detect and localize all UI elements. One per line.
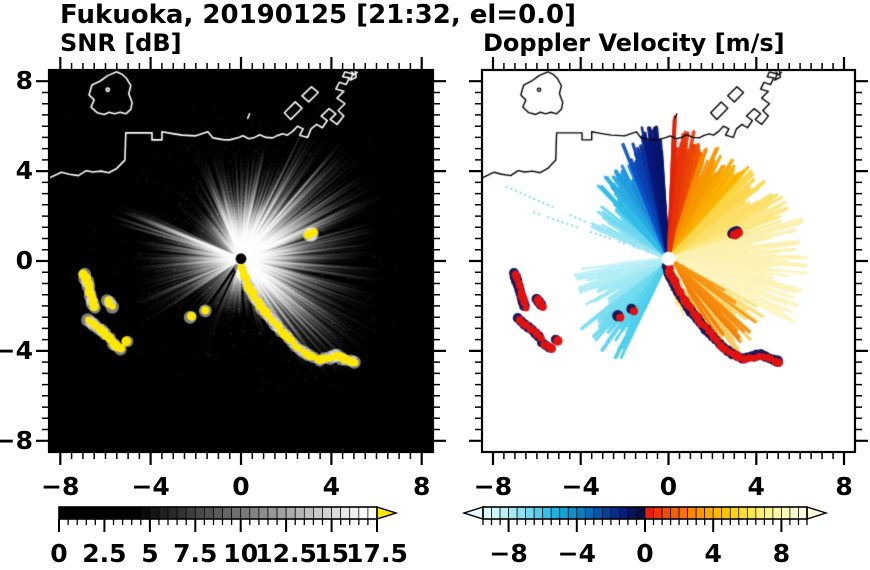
colorbar-tick-label: 0 <box>50 539 67 568</box>
colorbar-overflow-arrow <box>376 506 399 520</box>
velocity-panel-title: Doppler Velocity [m/s] <box>483 29 785 57</box>
velocity-axes-frame <box>469 57 868 465</box>
x-tick-label: −4 <box>131 472 170 501</box>
colorbar-overflow-arrow <box>806 506 829 520</box>
y-tick-label: 8 <box>15 66 33 96</box>
snr-axes-frame <box>36 57 446 465</box>
plot-frame <box>480 68 857 454</box>
colorbar-tick-label: 5 <box>141 539 158 568</box>
x-tick-label: 0 <box>659 472 678 501</box>
x-tick-label: 0 <box>232 472 250 501</box>
colorbar-tick-label: 15 <box>314 539 349 568</box>
x-tick-label: 4 <box>747 472 765 501</box>
colorbar-tick-label: 17.5 <box>346 539 408 568</box>
snr-radar-image <box>49 70 433 452</box>
x-tick-label: 4 <box>322 472 341 501</box>
axis-ticks <box>36 57 446 465</box>
x-tick-label: 8 <box>413 472 431 501</box>
x-tick-label: −8 <box>41 472 80 501</box>
plot-frame <box>47 68 435 454</box>
colorbar-underflow-arrow <box>461 506 484 520</box>
colorbar-tick-label: 0 <box>636 539 653 568</box>
colorbar-segments <box>58 506 378 520</box>
y-tick-label: 4 <box>15 156 33 186</box>
x-tick-label: −4 <box>561 472 600 501</box>
x-tick-label: −8 <box>473 472 513 501</box>
colorbar-tick-label: 8 <box>773 539 790 568</box>
colorbar-tick-label: −4 <box>558 539 596 568</box>
colorbar-minor-ticks <box>482 519 808 525</box>
colorbar-tick-label: 4 <box>704 539 721 568</box>
y-tick-label: −8 <box>0 425 33 455</box>
colorbar-minor-ticks <box>67 519 369 525</box>
colorbar-tick-label: 7.5 <box>173 539 217 568</box>
colorbar-major-ticks <box>507 519 783 532</box>
axis-ticks <box>469 57 868 465</box>
colorbar-tick-label: 10 <box>223 539 258 568</box>
colorbar-major-ticks <box>58 519 378 532</box>
figure-title: Fukuoka, 20190125 [21:32, el=0.0] <box>60 0 577 30</box>
velocity-colorbar: −8 −4 0 4 8 <box>461 506 829 568</box>
colorbar-tick-label: −8 <box>489 539 527 568</box>
colorbar-segments <box>482 506 808 520</box>
y-tick-label: −4 <box>0 335 33 365</box>
colorbar-tick-label: 12.5 <box>255 539 317 568</box>
velocity-radar-image <box>482 70 855 452</box>
y-tick-label: 0 <box>15 246 33 275</box>
x-tick-label: 8 <box>835 472 853 501</box>
snr-panel-title: SNR [dB] <box>60 29 182 57</box>
colorbar-tick-label: 2.5 <box>82 539 126 568</box>
